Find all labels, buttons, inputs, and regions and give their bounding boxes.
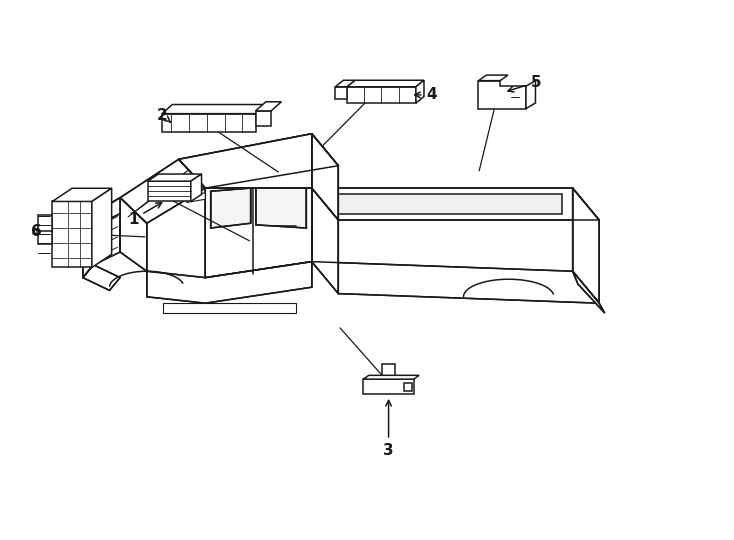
Bar bbox=[52, 201, 92, 267]
Text: 3: 3 bbox=[383, 400, 394, 458]
Polygon shape bbox=[416, 80, 424, 103]
Polygon shape bbox=[186, 193, 206, 202]
Polygon shape bbox=[178, 159, 206, 188]
Polygon shape bbox=[312, 188, 338, 294]
Polygon shape bbox=[573, 271, 605, 313]
Text: 6: 6 bbox=[31, 225, 42, 239]
Text: 1: 1 bbox=[128, 202, 161, 227]
Polygon shape bbox=[479, 75, 508, 80]
Polygon shape bbox=[211, 188, 250, 228]
Bar bbox=[38, 225, 52, 245]
Polygon shape bbox=[52, 188, 112, 201]
Text: 2: 2 bbox=[156, 107, 170, 123]
Polygon shape bbox=[147, 261, 312, 303]
Bar bbox=[38, 215, 52, 231]
Bar bbox=[404, 383, 413, 390]
Polygon shape bbox=[479, 80, 526, 109]
Polygon shape bbox=[93, 198, 120, 226]
Text: 5: 5 bbox=[508, 75, 542, 92]
Polygon shape bbox=[148, 174, 202, 181]
Polygon shape bbox=[163, 303, 296, 313]
Bar bbox=[335, 87, 347, 99]
Polygon shape bbox=[178, 134, 312, 188]
Polygon shape bbox=[255, 102, 281, 111]
Bar bbox=[382, 364, 395, 379]
Polygon shape bbox=[92, 188, 112, 267]
Polygon shape bbox=[312, 134, 338, 220]
Polygon shape bbox=[206, 188, 312, 278]
Polygon shape bbox=[120, 198, 147, 271]
Bar bbox=[255, 111, 271, 125]
Polygon shape bbox=[93, 198, 120, 265]
Bar bbox=[363, 379, 414, 394]
Polygon shape bbox=[312, 261, 599, 303]
Polygon shape bbox=[335, 80, 355, 87]
Polygon shape bbox=[83, 265, 120, 291]
Polygon shape bbox=[83, 214, 93, 278]
Polygon shape bbox=[347, 80, 424, 87]
Polygon shape bbox=[363, 375, 419, 379]
Bar bbox=[347, 87, 416, 103]
Polygon shape bbox=[317, 194, 562, 214]
Polygon shape bbox=[256, 188, 306, 228]
Polygon shape bbox=[168, 176, 206, 188]
Polygon shape bbox=[120, 159, 206, 223]
Bar bbox=[162, 113, 255, 132]
Polygon shape bbox=[312, 188, 599, 220]
Polygon shape bbox=[162, 105, 266, 113]
Polygon shape bbox=[191, 174, 202, 201]
Bar bbox=[148, 181, 191, 201]
Polygon shape bbox=[526, 80, 536, 109]
Polygon shape bbox=[573, 188, 599, 303]
Text: 4: 4 bbox=[415, 87, 437, 103]
Polygon shape bbox=[178, 134, 338, 188]
